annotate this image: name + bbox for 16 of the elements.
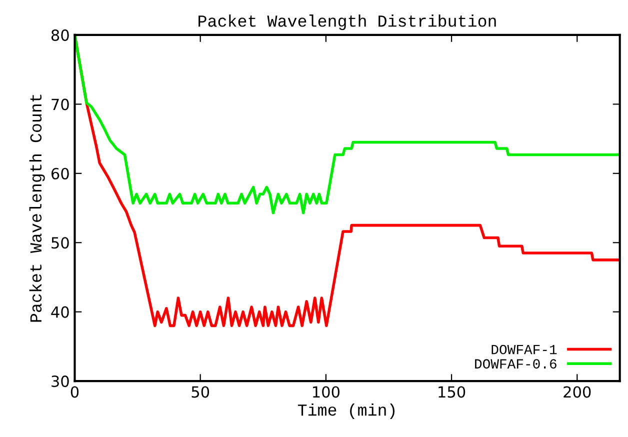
y-tick-label: 40 <box>51 306 69 318</box>
y-tick-label: 50 <box>52 237 69 249</box>
x-tick-label: 150 <box>438 386 466 398</box>
x-axis-title: Time (min) <box>298 403 394 420</box>
legend-label: DOWFAF-1 <box>492 344 557 354</box>
chart-title: Packet Wavelength Distribution <box>198 14 496 30</box>
x-tick-label: 200 <box>564 386 591 398</box>
x-tick-label: 50 <box>192 386 210 398</box>
y-tick-label: 70 <box>52 98 69 110</box>
x-tick-label: 100 <box>313 386 340 398</box>
y-axis-title: Packet Wavelength Count <box>29 94 45 322</box>
y-tick-label: 60 <box>51 168 69 180</box>
y-tick-label: 80 <box>51 29 69 41</box>
legend-label: DOWFAF-0.6 <box>475 359 556 369</box>
x-tick-label: 0 <box>70 386 79 398</box>
y-tick-label: 30 <box>52 376 69 388</box>
